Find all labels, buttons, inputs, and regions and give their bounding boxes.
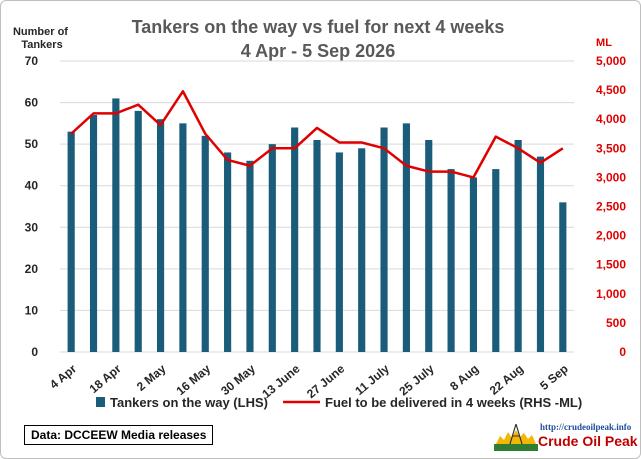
bar bbox=[514, 139, 522, 352]
left-tick-label: 30 bbox=[25, 220, 39, 234]
legend: Tankers on the way (LHS) Fuel to be deli… bbox=[96, 395, 582, 410]
right-axis-label: ML bbox=[596, 37, 612, 49]
logo-name: Crude Oil Peak bbox=[538, 433, 638, 449]
left-tick-label: 0 bbox=[31, 345, 38, 359]
right-tick-label: 2,500 bbox=[596, 200, 626, 214]
x-tick-label: 30 May bbox=[218, 361, 258, 398]
legend-label-tankers: Tankers on the way (LHS) bbox=[110, 395, 268, 410]
bar bbox=[134, 110, 142, 352]
logo-url[interactable]: http://crudeoilpeak.info bbox=[540, 422, 632, 432]
x-tick-label: 25 July bbox=[396, 361, 436, 398]
bar bbox=[224, 152, 232, 352]
bar bbox=[425, 139, 433, 352]
x-tick-label: 8 Aug bbox=[447, 362, 481, 394]
bar bbox=[469, 177, 478, 352]
left-tick-label: 50 bbox=[25, 137, 39, 151]
bar bbox=[447, 169, 455, 352]
right-tick-label: 4,500 bbox=[596, 83, 626, 97]
right-tick-label: 1,500 bbox=[596, 258, 626, 272]
bar bbox=[179, 123, 187, 352]
right-tick-label: 3,000 bbox=[596, 170, 626, 184]
legend-swatch-tankers bbox=[96, 397, 105, 407]
line-series bbox=[70, 90, 564, 179]
bar bbox=[492, 169, 500, 352]
right-tick-label: 5,000 bbox=[596, 54, 626, 68]
x-tick-label: 16 May bbox=[174, 361, 214, 398]
right-tick-label: 500 bbox=[606, 316, 626, 330]
x-tick-label: 18 Apr bbox=[87, 361, 125, 396]
bar bbox=[536, 156, 545, 352]
bar bbox=[156, 119, 165, 352]
chart-title: Tankers on the way vs fuel for next 4 we… bbox=[132, 17, 505, 37]
left-tick-label: 60 bbox=[25, 96, 39, 110]
x-tick-label: 11 July bbox=[352, 361, 392, 398]
bar bbox=[291, 127, 299, 352]
left-tick-label: 70 bbox=[25, 54, 39, 68]
oil-derrick-icon bbox=[494, 423, 538, 451]
right-tick-label: 0 bbox=[619, 345, 626, 359]
left-axis-ticks: 0 10 20 30 40 50 60 70 bbox=[25, 54, 39, 359]
x-tick-label: 4 Apr bbox=[47, 361, 79, 391]
bar bbox=[67, 131, 75, 352]
bar bbox=[335, 152, 343, 352]
right-tick-label: 4,000 bbox=[596, 112, 626, 126]
right-axis-ticks: 0 500 1,000 1,500 2,000 2,500 3,000 3,500 4,000 4… bbox=[596, 54, 626, 359]
bar bbox=[559, 202, 567, 352]
right-tick-label: 2,000 bbox=[596, 229, 626, 243]
right-tick-label: 3,500 bbox=[596, 141, 626, 155]
bar bbox=[313, 139, 321, 352]
x-tick-label: 2 May bbox=[134, 361, 169, 393]
bar bbox=[246, 160, 254, 352]
source-note: Data: DCCEEW Media releases bbox=[24, 425, 214, 445]
left-tick-label: 10 bbox=[25, 303, 39, 317]
bar bbox=[380, 127, 388, 352]
crude-oil-peak-logo: http://crudeoilpeak.info Crude Oil Peak bbox=[494, 422, 638, 452]
bar bbox=[358, 148, 366, 352]
fuel-line bbox=[70, 90, 564, 179]
left-axis-label-line1: Number of bbox=[13, 26, 68, 38]
bar bbox=[89, 115, 98, 353]
chart-subtitle: 4 Apr - 5 Sep 2026 bbox=[241, 41, 395, 61]
left-axis-label: Number of Tankers bbox=[13, 26, 71, 51]
x-tick-label: 22 Aug bbox=[487, 362, 526, 398]
left-axis-label-line2: Tankers bbox=[21, 39, 62, 51]
bar bbox=[201, 135, 209, 352]
bar bbox=[112, 98, 120, 353]
left-tick-label: 40 bbox=[25, 179, 39, 193]
bar bbox=[402, 123, 410, 352]
right-tick-label: 1,000 bbox=[596, 287, 626, 301]
bar bbox=[268, 144, 276, 352]
bar-series bbox=[67, 98, 567, 353]
legend-label-fuel: Fuel to be delivered in 4 weeks (RHS -ML… bbox=[325, 395, 582, 410]
x-tick-label: 5 Sep bbox=[537, 362, 571, 393]
left-tick-label: 20 bbox=[25, 262, 39, 276]
